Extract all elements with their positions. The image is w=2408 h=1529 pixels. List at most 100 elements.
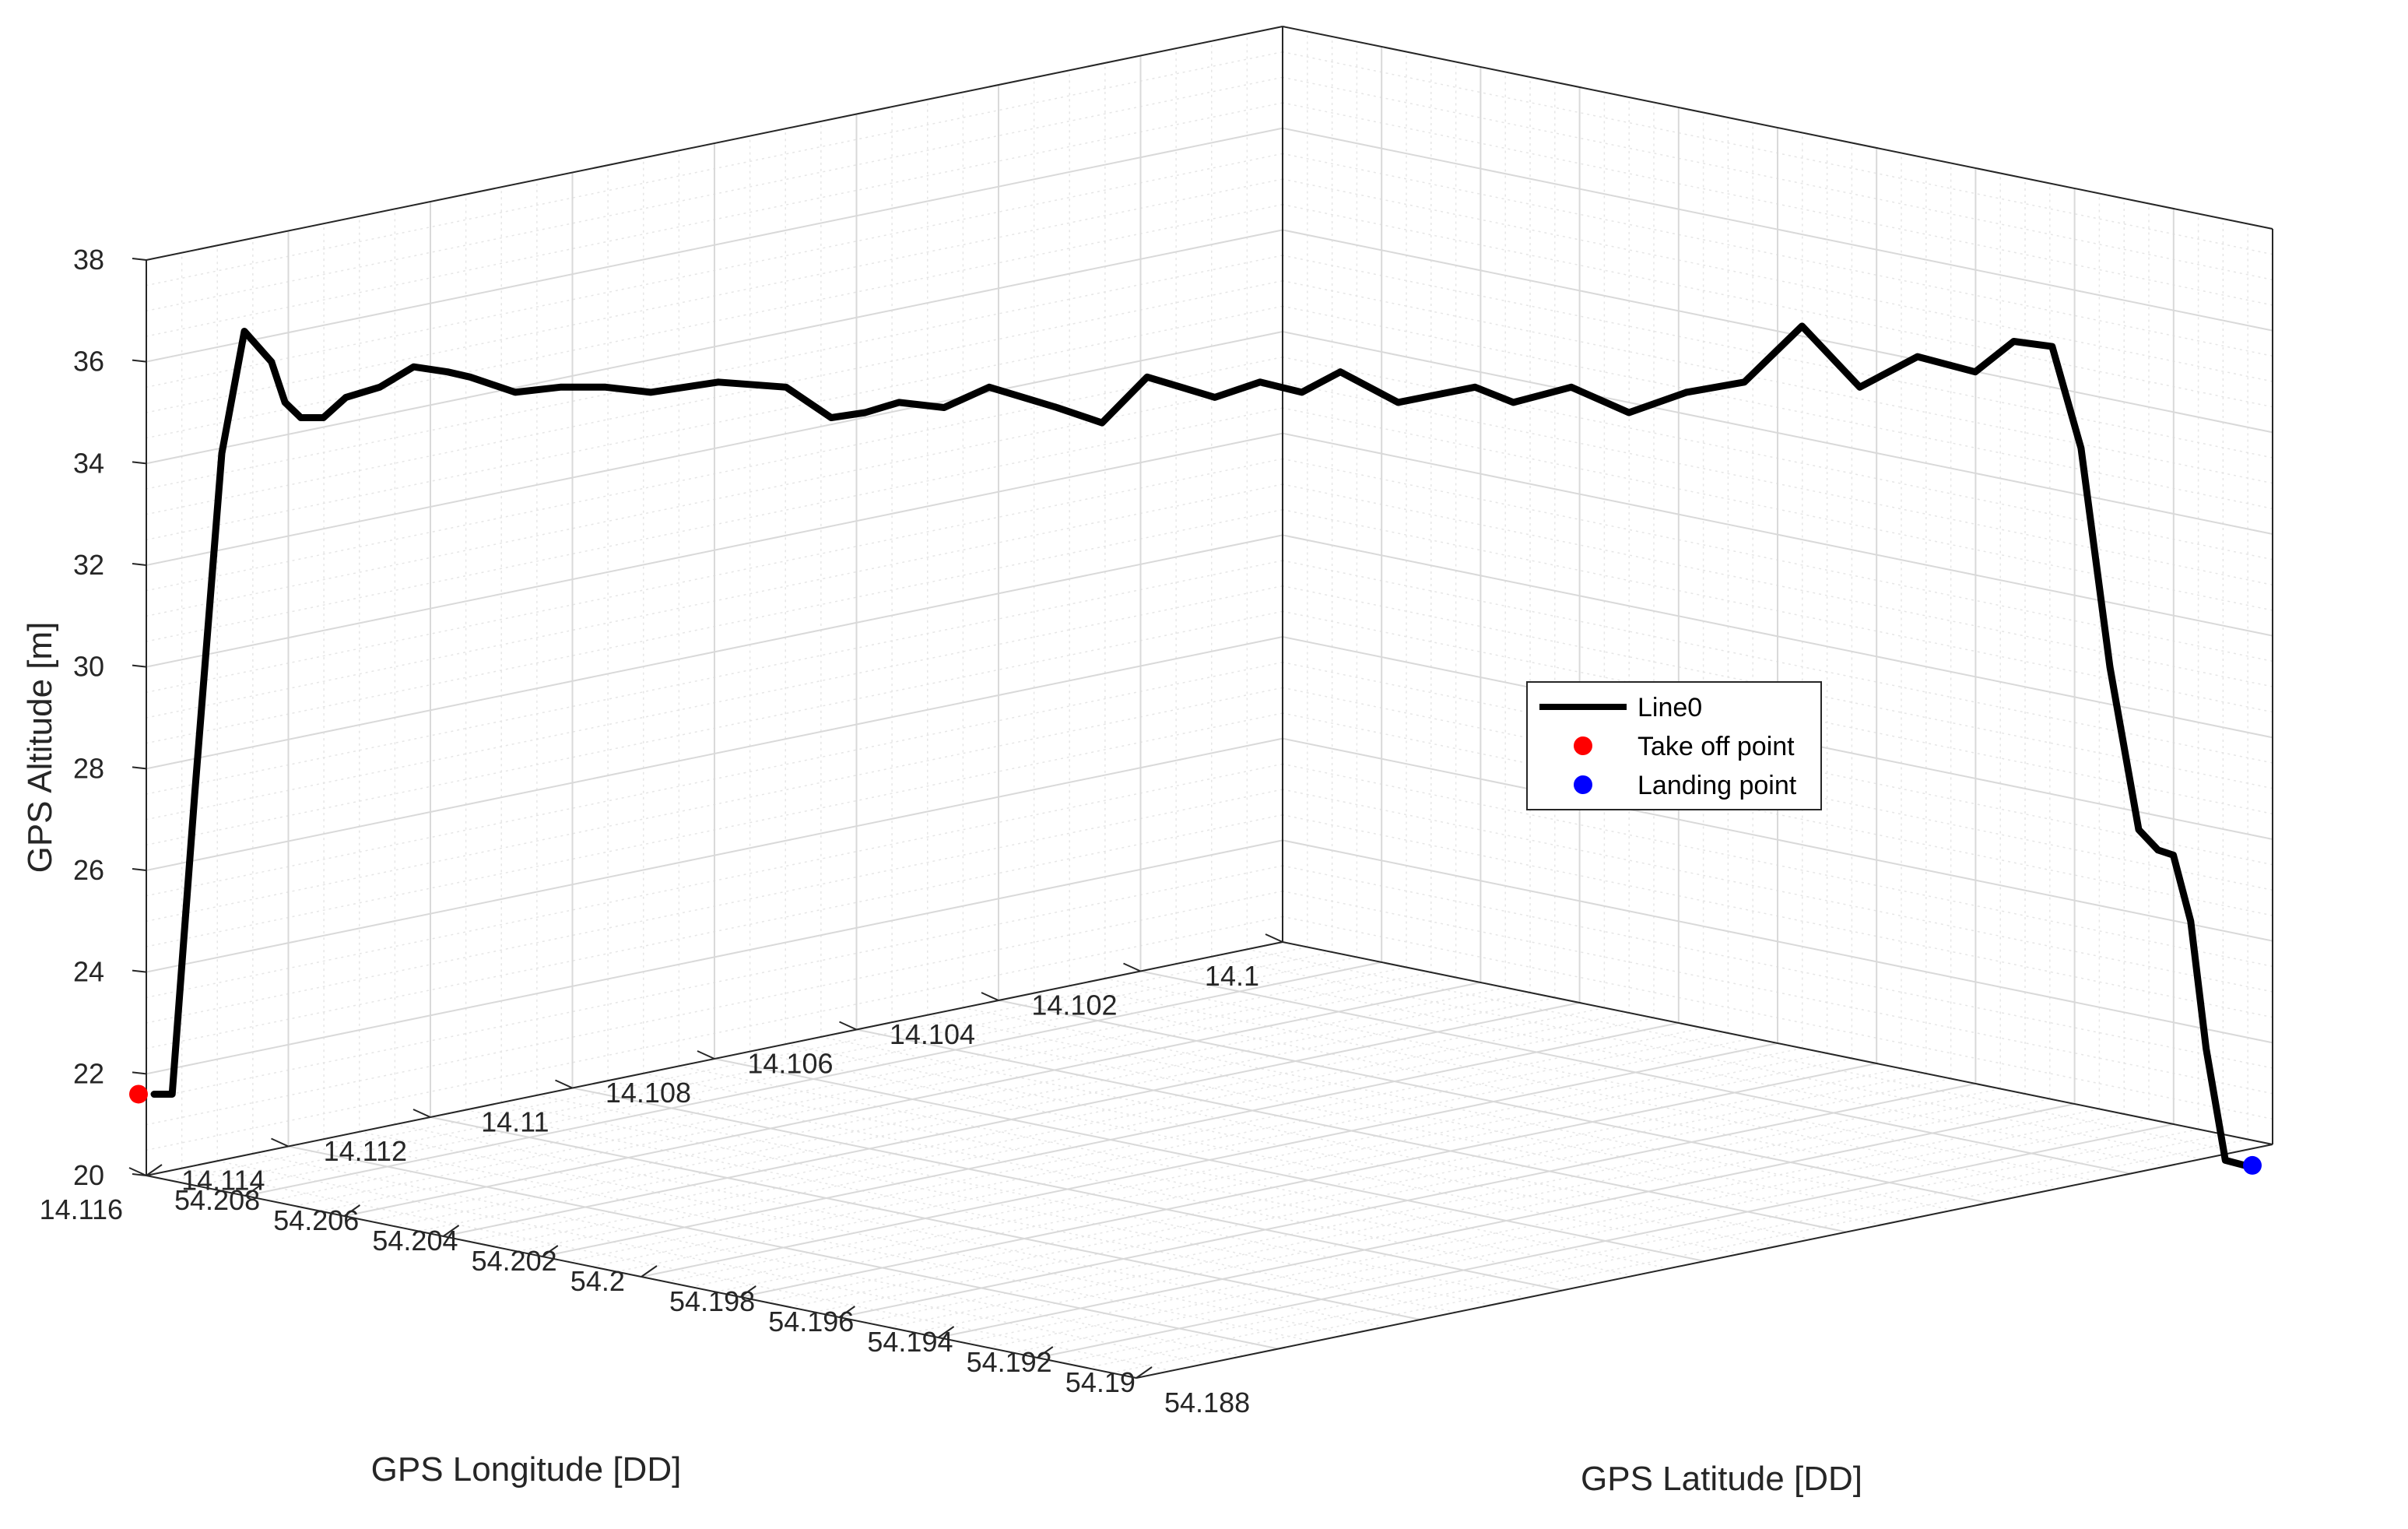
z-tick-mark xyxy=(132,868,147,871)
floor-grid-line xyxy=(641,1042,1778,1278)
x-tick-mark xyxy=(697,1050,715,1060)
z-axis-label: GPS Altitude [m] xyxy=(21,622,59,873)
right-wall-grid-line xyxy=(1282,737,2273,942)
y-tick-mark xyxy=(739,1285,756,1298)
x-tick-label: 14.114 xyxy=(181,1165,265,1197)
z-tick-label: 34 xyxy=(73,447,104,479)
y-axis-label: GPS Latitude [DD] xyxy=(1581,1460,1862,1498)
right-wall-grid-line xyxy=(1282,839,2273,1044)
z-tick-label: 24 xyxy=(73,956,104,988)
x-tick-label: 14.102 xyxy=(1031,989,1117,1021)
x-tick-label: 14.1 xyxy=(1205,960,1259,992)
left-wall-grid-line xyxy=(146,636,1283,871)
z-tick-mark xyxy=(132,359,147,363)
y-tick-label: 54.188 xyxy=(1164,1387,1250,1418)
x-tick-label: 14.108 xyxy=(606,1077,691,1109)
z-tick-label: 22 xyxy=(73,1057,104,1089)
major-grid xyxy=(146,26,2273,1379)
landing-point-marker xyxy=(2243,1155,2262,1175)
y-tick-mark xyxy=(1136,1366,1153,1379)
flight-path-line xyxy=(150,322,2248,1169)
z-tick-mark xyxy=(132,563,147,566)
x-axis-tick-labels: 14.1 14.102 14.104 14.106 14.108 14.11 1… xyxy=(40,960,1259,1225)
right-wall-grid-line xyxy=(1282,534,2273,739)
y-tick-label: 54.194 xyxy=(867,1326,953,1358)
minor-grid xyxy=(146,31,2273,1374)
y-tick-label: 54.202 xyxy=(472,1245,557,1277)
y-axis-tick-labels: 54.188 54.19 54.192 54.194 54.196 54.198… xyxy=(174,1184,1250,1418)
y-tick-label: 54.198 xyxy=(669,1285,755,1317)
floor-grid-line xyxy=(839,1083,1976,1318)
floor-grid-line xyxy=(542,1022,1680,1257)
legend-label-takeoff: Take off point xyxy=(1638,732,1795,761)
z-tick-mark xyxy=(132,258,147,261)
z-tick-label: 32 xyxy=(73,549,104,581)
x-tick-label: 14.11 xyxy=(481,1106,549,1138)
y-tick-mark xyxy=(343,1204,360,1217)
legend-label-line0: Line0 xyxy=(1638,693,1702,722)
floor-grid-line xyxy=(443,1002,1580,1237)
right-wall-grid-line xyxy=(1282,331,2273,535)
right-wall-grid-line xyxy=(1282,127,2273,332)
y-tick-mark xyxy=(443,1225,460,1237)
floor-grid-line xyxy=(938,1103,2075,1338)
x-tick-label: 14.112 xyxy=(324,1135,407,1167)
x-tick-mark xyxy=(555,1079,573,1089)
z-tick-label: 38 xyxy=(73,244,104,276)
floor-grid-line xyxy=(344,982,1481,1217)
y-tick-mark xyxy=(244,1184,262,1197)
z-tick-label: 30 xyxy=(73,651,104,683)
right-wall-grid-line xyxy=(1282,229,2273,434)
y-tick-label: 54.196 xyxy=(768,1306,854,1337)
legend-takeoff-swatch xyxy=(1574,736,1592,755)
x-tick-label: 14.116 xyxy=(40,1193,123,1225)
legend-landing-swatch xyxy=(1574,775,1592,794)
z-tick-mark xyxy=(132,766,147,770)
tick-marks xyxy=(128,258,1283,1379)
left-wall-grid-line xyxy=(146,737,1283,973)
floor-grid-line xyxy=(739,1063,1877,1298)
z-tick-label: 36 xyxy=(73,346,104,378)
y-tick-mark xyxy=(641,1265,658,1278)
floor-grid-line xyxy=(1037,1123,2175,1359)
left-wall-grid-line xyxy=(146,534,1283,770)
box-edge xyxy=(146,26,1283,261)
y-tick-label: 54.19 xyxy=(1065,1366,1136,1398)
box-edge xyxy=(1282,941,2273,1145)
left-wall-grid-line xyxy=(146,229,1283,465)
left-wall-grid-line xyxy=(146,127,1283,363)
z-tick-mark xyxy=(132,1071,147,1075)
z-tick-mark xyxy=(132,664,147,668)
left-wall-grid-line xyxy=(146,839,1283,1075)
box-edge xyxy=(1136,1144,2273,1379)
y-tick-label: 54.2 xyxy=(570,1265,625,1297)
axes-box xyxy=(146,26,2273,1379)
z-tick-label: 26 xyxy=(73,854,104,886)
y-tick-label: 54.206 xyxy=(273,1204,359,1236)
takeoff-point-marker xyxy=(129,1084,148,1104)
x-tick-mark xyxy=(1123,962,1141,972)
left-wall-grid-line xyxy=(146,331,1283,566)
y-tick-mark xyxy=(938,1326,955,1338)
x-axis-label: GPS Longitude [DD] xyxy=(371,1450,682,1489)
legend: Line0 Take off point Landing point xyxy=(1526,681,1822,810)
y-tick-mark xyxy=(838,1306,855,1318)
series-layer xyxy=(129,322,2262,1175)
right-wall-grid-line xyxy=(1282,432,2273,637)
x-tick-mark xyxy=(412,1109,431,1118)
x-tick-mark xyxy=(1265,933,1283,943)
x-tick-label: 14.106 xyxy=(747,1048,833,1080)
z-tick-label: 28 xyxy=(73,752,104,784)
z-tick-mark xyxy=(132,969,147,973)
y-tick-mark xyxy=(1037,1346,1054,1359)
z-axis-tick-labels: 20 22 24 26 28 30 32 34 36 38 xyxy=(73,244,104,1191)
y-tick-label: 54.192 xyxy=(967,1346,1052,1378)
y-tick-mark xyxy=(542,1245,559,1257)
x-tick-mark xyxy=(981,992,999,1001)
x-tick-mark xyxy=(839,1021,857,1031)
x-tick-label: 14.104 xyxy=(890,1018,975,1050)
y-tick-label: 54.204 xyxy=(372,1225,458,1257)
legend-label-landing: Landing point xyxy=(1638,771,1797,800)
left-wall-grid-line xyxy=(146,432,1283,668)
z-tick-label: 20 xyxy=(73,1159,104,1191)
